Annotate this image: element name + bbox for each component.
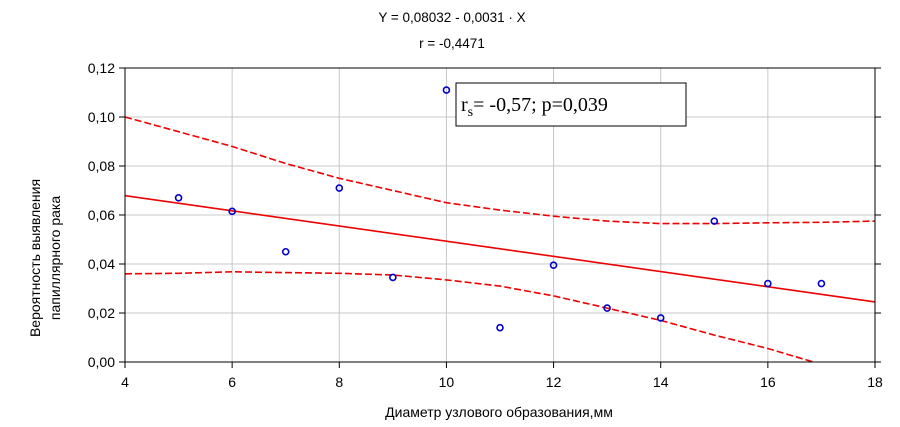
y-tick-label: 0,10	[88, 109, 115, 125]
y-axis-label-line-1: Вероятность выявления	[27, 179, 43, 337]
data-point	[764, 279, 772, 288]
data-point	[603, 304, 611, 312]
chart-subtitle: r = -0,4471	[419, 36, 485, 51]
data-point	[442, 86, 451, 94]
x-tick-label: 12	[546, 374, 562, 390]
x-axis-label: Диаметр узлового образования,мм	[385, 404, 613, 420]
axis-ticks: 4 6 8 10 12 14 16 18 0,00 0,02 0,04 0,06 0,08 0,10 0,1…	[88, 60, 883, 390]
chart-title: Y = 0,08032 - 0,0031 · X	[378, 10, 525, 25]
y-axis-label: Вероятность выявления папиллярного рака	[27, 179, 63, 337]
x-tick-label: 18	[867, 374, 883, 390]
annotation-box: rs= -0,57; p=0,039	[455, 82, 687, 127]
data-point	[335, 184, 344, 192]
lower-confidence-band	[125, 270, 817, 362]
data-point	[389, 273, 397, 282]
x-tick-label: 10	[439, 374, 455, 390]
data-point	[281, 247, 290, 256]
x-tick-label: 14	[653, 374, 669, 390]
y-tick-label: 0,12	[88, 60, 115, 76]
y-tick-label: 0,06	[88, 207, 115, 223]
regression-line-layer	[124, 194, 876, 303]
x-tick-label: 6	[228, 374, 236, 390]
x-tick-label: 16	[760, 374, 776, 390]
y-tick-label: 0,08	[88, 158, 115, 174]
y-tick-label: 0,04	[88, 256, 115, 272]
regression-line	[124, 194, 876, 303]
data-point	[710, 217, 719, 225]
y-axis-label-line-2: папиллярного рака	[47, 196, 63, 320]
upper-confidence-band	[125, 116, 875, 225]
data-point	[174, 194, 183, 202]
data-point	[656, 314, 665, 322]
data-point	[549, 261, 558, 270]
x-tick-label: 8	[335, 374, 343, 390]
data-points	[174, 86, 826, 332]
y-tick-label: 0,00	[88, 354, 115, 370]
confidence-bands	[125, 116, 875, 362]
data-point	[496, 323, 504, 332]
x-tick-label: 4	[121, 374, 129, 390]
data-point	[228, 207, 236, 216]
annotation-text: rs= -0,57; p=0,039	[461, 94, 608, 120]
y-tick-label: 0,02	[88, 305, 115, 321]
data-point	[817, 279, 826, 288]
